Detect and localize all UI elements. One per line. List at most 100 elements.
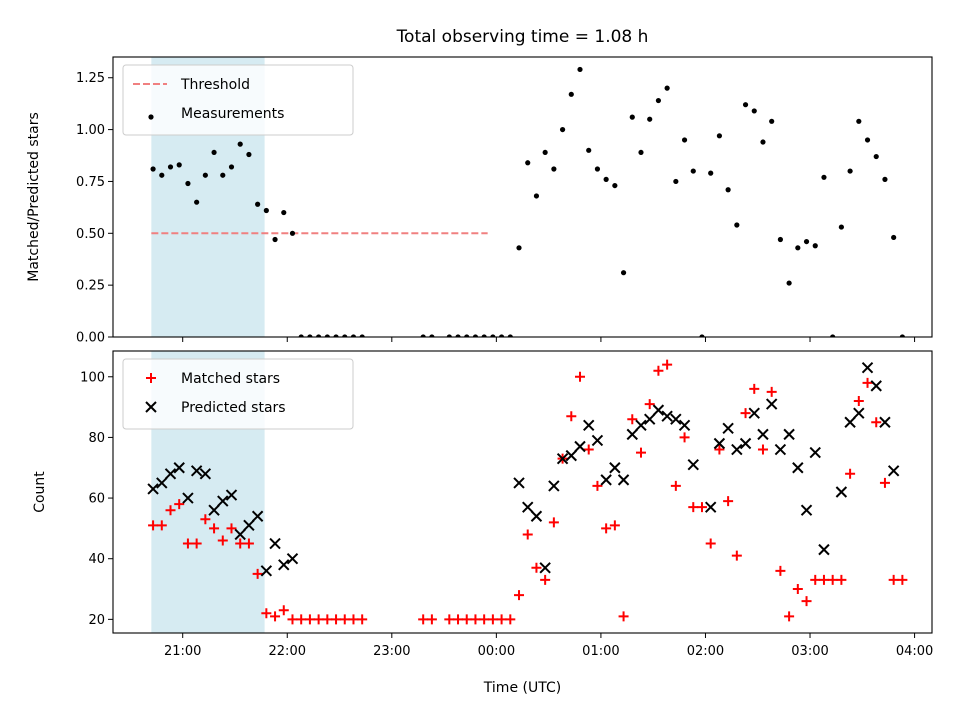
y-tick-label: 0.00	[76, 331, 105, 346]
data-point	[731, 550, 742, 561]
data-point	[539, 562, 551, 574]
data-point	[540, 574, 551, 585]
x-tick-label: 00:00	[478, 644, 515, 659]
data-point	[530, 510, 543, 522]
data-point	[350, 334, 357, 337]
x-tick-label: 23:00	[373, 644, 410, 659]
x-tick-label: 01:00	[582, 644, 619, 659]
data-point	[333, 334, 339, 337]
data-point	[194, 199, 200, 205]
data-point	[847, 168, 853, 174]
data-point	[464, 334, 470, 337]
data-point	[164, 468, 177, 480]
data-point	[551, 166, 557, 172]
data-point	[586, 147, 592, 153]
legend	[122, 358, 354, 430]
x-tick-label: 03:00	[791, 644, 828, 659]
data-point	[662, 359, 673, 370]
x-axis-label: Time (UTC)	[483, 680, 561, 696]
data-point	[566, 411, 577, 422]
data-point	[835, 486, 848, 498]
data-point	[792, 462, 804, 474]
data-point	[461, 614, 472, 625]
data-point	[159, 172, 165, 178]
data-point	[821, 174, 827, 180]
data-point	[635, 447, 646, 458]
data-point	[879, 477, 890, 488]
panel-top	[108, 56, 933, 342]
data-point	[696, 502, 707, 513]
data-point	[455, 334, 461, 337]
data-point	[533, 193, 540, 199]
data-point	[481, 334, 487, 337]
chart-title: Total observing time = 1.08 h	[396, 27, 649, 47]
y-tick-label: 40	[88, 552, 105, 567]
data-point	[609, 462, 621, 474]
data-point	[559, 126, 566, 133]
data-point	[897, 574, 908, 585]
legend-box	[122, 64, 354, 136]
data-point	[704, 501, 717, 513]
data-point	[574, 440, 586, 453]
data-point	[777, 236, 783, 243]
data-point	[565, 449, 577, 462]
legend-label: Predicted stars	[181, 400, 286, 416]
data-point	[316, 334, 322, 337]
data-point	[760, 139, 766, 145]
data-point	[522, 529, 533, 540]
data-point	[490, 334, 496, 337]
legend-label: Measurements	[181, 106, 284, 122]
legend-label: Threshold	[180, 77, 250, 93]
data-point	[873, 153, 879, 160]
data-point	[635, 419, 647, 431]
data-point	[211, 149, 217, 156]
data-point	[749, 383, 760, 394]
data-point	[601, 523, 612, 534]
data-point	[324, 334, 330, 337]
data-point	[583, 444, 594, 455]
data-point	[252, 568, 263, 579]
data-point	[182, 538, 193, 549]
data-point	[446, 334, 452, 337]
data-point	[708, 170, 714, 176]
data-point	[237, 141, 243, 147]
data-point	[612, 182, 618, 189]
legend-marker	[148, 114, 154, 120]
data-point	[479, 614, 490, 625]
data-point	[679, 432, 690, 443]
data-point	[627, 414, 638, 425]
data-point	[870, 380, 882, 392]
data-point	[751, 108, 757, 114]
data-point	[891, 234, 897, 241]
data-point	[575, 371, 586, 382]
data-point	[426, 614, 437, 625]
data-point	[289, 230, 296, 236]
data-point	[513, 477, 525, 489]
data-point	[810, 574, 821, 585]
data-point	[600, 474, 612, 486]
data-point	[723, 496, 734, 507]
x-tick-label: 21:00	[164, 644, 201, 659]
data-point	[673, 178, 679, 185]
x-tick-label: 02:00	[687, 644, 724, 659]
y-tick-label: 100	[80, 370, 105, 385]
data-point	[626, 428, 638, 441]
series-matched-stars	[148, 359, 908, 625]
data-point	[801, 596, 812, 607]
data-point	[148, 520, 159, 531]
legend-marker	[146, 373, 156, 383]
data-point	[208, 504, 220, 516]
data-point	[681, 137, 688, 143]
data-point	[173, 462, 185, 474]
data-point	[818, 543, 830, 556]
data-point	[783, 428, 795, 441]
data-point	[261, 608, 272, 619]
y-tick-label: 0.50	[76, 227, 105, 242]
data-point	[638, 149, 644, 156]
data-point	[838, 224, 844, 230]
data-point	[775, 565, 786, 576]
data-point	[647, 116, 653, 122]
data-point	[803, 238, 810, 245]
data-point	[174, 499, 185, 510]
